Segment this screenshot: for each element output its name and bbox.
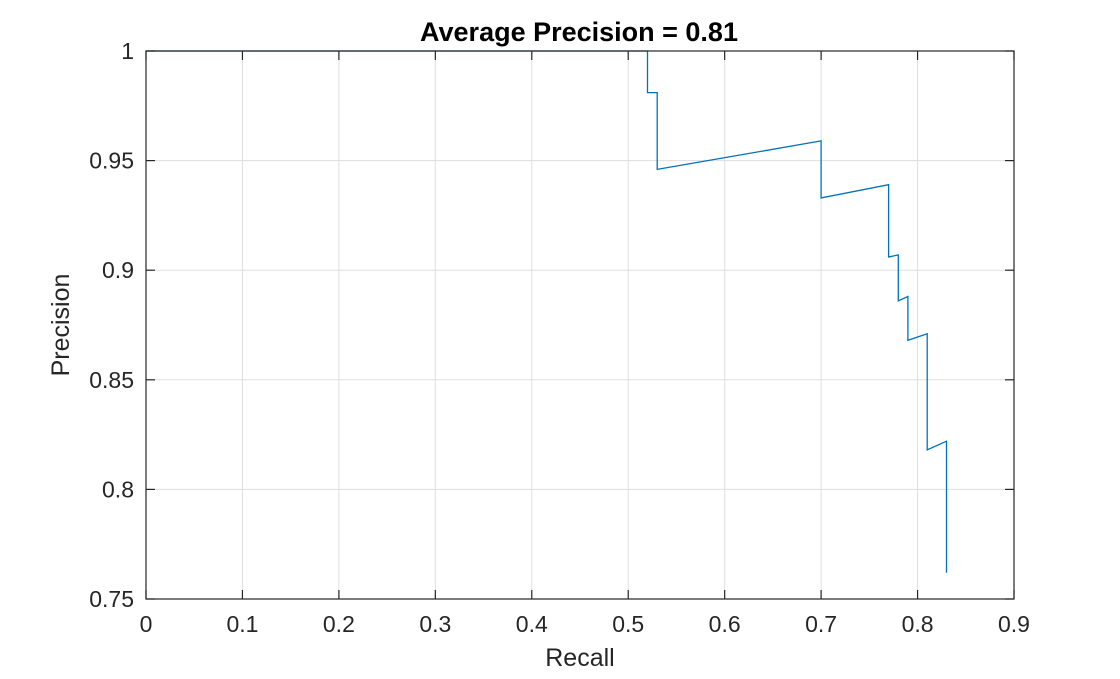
chart-title: Average Precision = 0.81 (420, 17, 738, 47)
x-tick-label: 0.5 (612, 611, 644, 637)
y-tick-label: 1 (121, 38, 134, 64)
y-tick-label: 0.85 (89, 367, 134, 393)
x-tick-label: 0 (140, 611, 153, 637)
y-tick-label: 0.9 (102, 257, 134, 283)
x-tick-label: 0.3 (419, 611, 451, 637)
x-tick-label: 0.1 (226, 611, 258, 637)
y-tick-label: 0.95 (89, 148, 134, 174)
y-tick-label: 0.75 (89, 586, 134, 612)
x-tick-label: 0.4 (516, 611, 548, 637)
x-tick-label: 0.9 (998, 611, 1030, 637)
x-tick-label: 0.7 (805, 611, 837, 637)
y-axis-label: Precision (47, 274, 75, 377)
x-tick-label: 0.2 (323, 611, 355, 637)
x-axis-label: Recall (545, 644, 614, 672)
x-tick-label: 0.8 (902, 611, 934, 637)
y-tick-label: 0.8 (102, 476, 134, 502)
x-tick-label: 0.6 (709, 611, 741, 637)
grid (145, 50, 1015, 600)
series-layer (146, 50, 948, 573)
precision-recall-line (146, 50, 948, 573)
ticks (145, 50, 1015, 600)
axes-box (145, 50, 1015, 600)
tick-labels: 0 0.1 0.2 0.3 0.4 0.5 0.6 0.7 0.8 0.9 0.75 0.8 0.85 0… (89, 38, 1030, 637)
